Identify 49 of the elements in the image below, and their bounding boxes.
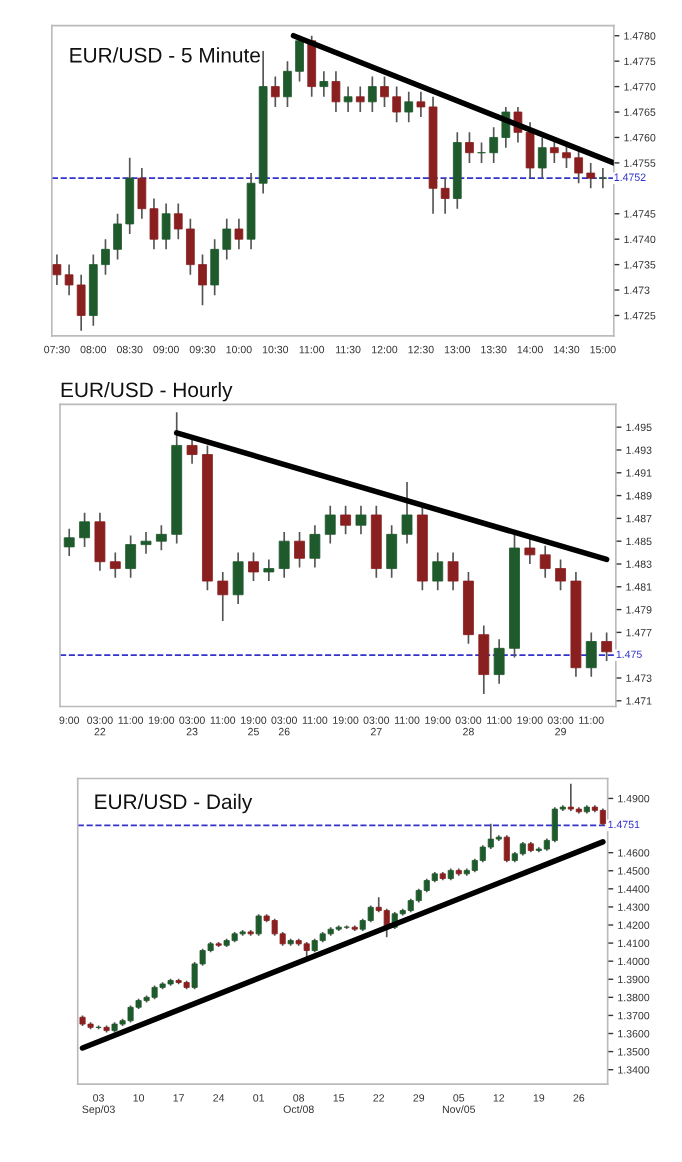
candlestick xyxy=(217,571,229,622)
candlestick xyxy=(255,913,262,937)
candlestick xyxy=(248,551,259,582)
candlestick xyxy=(270,75,280,108)
candlestick xyxy=(324,505,336,545)
candlestick xyxy=(524,538,536,565)
candlestick xyxy=(567,782,574,812)
candlestick xyxy=(355,505,367,536)
candlestick xyxy=(478,624,490,695)
candlestick xyxy=(343,85,353,113)
candlestick xyxy=(368,75,377,113)
candlestick xyxy=(493,638,505,685)
candlestick xyxy=(319,70,329,98)
candlestick xyxy=(63,527,75,557)
candlestick xyxy=(79,511,90,548)
candlestick xyxy=(447,551,459,592)
candlestick xyxy=(585,631,597,678)
candlestick xyxy=(309,524,321,569)
candlestick xyxy=(125,534,137,579)
candlestick xyxy=(386,524,398,579)
candlestick xyxy=(598,167,608,190)
candlestick xyxy=(340,505,352,536)
candlestick xyxy=(161,202,171,251)
candlestick xyxy=(186,435,198,465)
text: EUR/USD - 5 Minute xyxy=(70,47,260,63)
candlestick xyxy=(555,558,566,592)
chart-title: EUR/USD - Hourly xyxy=(61,381,233,402)
candlestick xyxy=(232,551,244,605)
candlestick xyxy=(140,531,152,555)
candlestick xyxy=(155,524,167,552)
candlestick xyxy=(503,834,510,864)
candlestick xyxy=(404,90,414,124)
candlestick xyxy=(432,551,444,592)
candlestick xyxy=(263,558,275,582)
candlestick xyxy=(307,34,317,98)
candlestick xyxy=(355,85,365,113)
candlestick xyxy=(551,806,558,844)
candlestick xyxy=(109,551,121,579)
candlestick xyxy=(278,531,290,579)
candlestick xyxy=(537,136,547,179)
candlestick xyxy=(401,481,413,545)
text: EUR/USD - Daily xyxy=(95,793,253,814)
candlestick xyxy=(539,544,551,579)
candlestick xyxy=(94,511,106,572)
candlestick xyxy=(331,70,341,113)
candlestick xyxy=(234,218,244,251)
candlestick xyxy=(465,131,474,164)
candlestick xyxy=(601,631,613,662)
candlestick xyxy=(294,531,305,569)
